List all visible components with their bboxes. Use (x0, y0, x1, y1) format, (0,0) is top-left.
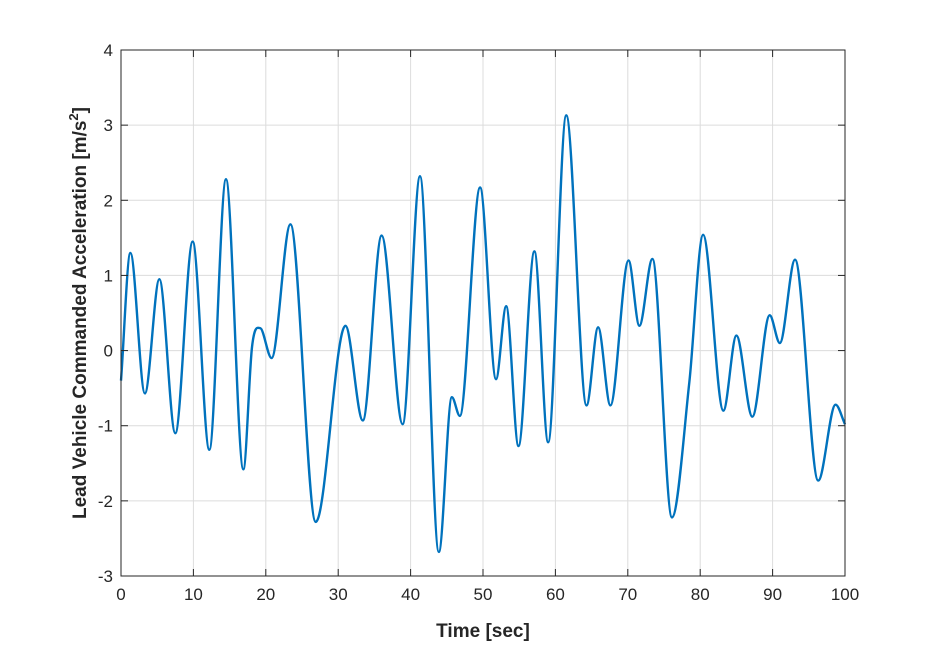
y-tick-label: 4 (104, 41, 113, 60)
y-axis-label-main: Lead Vehicle Commanded Acceleration [m/s (70, 121, 91, 519)
y-tick-label: -3 (98, 567, 113, 586)
x-tick-label: 70 (618, 585, 637, 604)
y-axis-label-superscript: 2 (66, 113, 81, 120)
y-tick-label: 0 (104, 342, 113, 361)
x-tick-label: 90 (763, 585, 782, 604)
x-tick-label: 60 (546, 585, 565, 604)
x-axis-label: Time [sec] (436, 621, 530, 642)
x-tick-label: 20 (256, 585, 275, 604)
y-axis-label-suffix: ] (70, 107, 91, 113)
x-tick-label: 10 (184, 585, 203, 604)
x-tick-label: 40 (401, 585, 420, 604)
y-tick-label: 2 (104, 191, 113, 210)
y-tick-label: -2 (98, 492, 113, 511)
y-tick-label: 3 (104, 116, 113, 135)
x-tick-label: 100 (831, 585, 859, 604)
x-tick-label: 80 (691, 585, 710, 604)
series-line (119, 114, 847, 554)
x-tick-label: 0 (116, 585, 125, 604)
data-series (119, 114, 847, 554)
x-tick-label: 30 (329, 585, 348, 604)
y-tick-label: 1 (104, 266, 113, 285)
x-tick-label: 50 (474, 585, 493, 604)
y-axis-label: Lead Vehicle Commanded Acceleration [m/s… (66, 107, 91, 519)
y-tick-label: -1 (98, 417, 113, 436)
x-axis-ticks: 0 10 20 30 40 50 60 70 80 90 100 (116, 50, 859, 604)
y-axis-ticks: -3 -2 -1 0 1 2 3 4 (98, 41, 845, 586)
